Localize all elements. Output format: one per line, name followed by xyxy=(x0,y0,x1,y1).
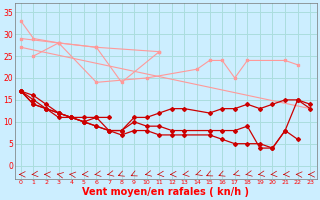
X-axis label: Vent moyen/en rafales ( kn/h ): Vent moyen/en rafales ( kn/h ) xyxy=(82,187,249,197)
